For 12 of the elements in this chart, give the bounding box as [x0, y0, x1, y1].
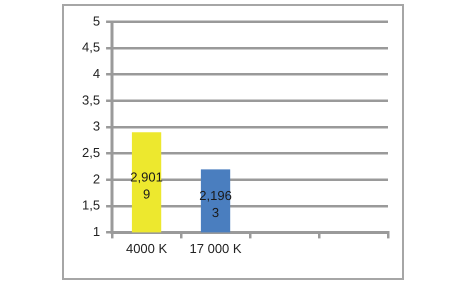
y-tick-label: 1,5 — [82, 198, 100, 213]
y-tick-label: 4 — [92, 66, 100, 82]
y-tick-label: 2 — [92, 171, 100, 186]
y-tick-label: 2,5 — [82, 145, 100, 160]
y-tick-label: 5 — [92, 13, 100, 28]
y-tick-label: 3 — [92, 118, 100, 134]
x-tick-label: 4000 K — [126, 240, 168, 256]
text: 2,9019 — [130, 169, 163, 202]
y-tick-label: 4,5 — [82, 40, 100, 55]
x-tick-label: 17 000 K — [190, 240, 242, 256]
y-tick-label: 3,5 — [82, 92, 100, 108]
y-tick-label: 1 — [92, 224, 100, 239]
